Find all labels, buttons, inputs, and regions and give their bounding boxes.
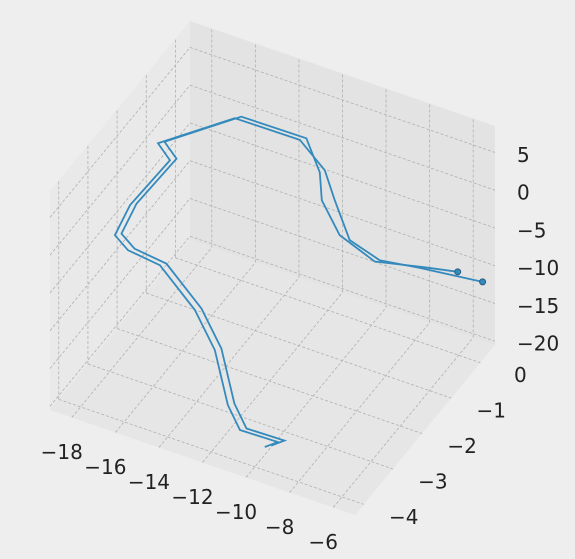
grid-line (49, 160, 191, 331)
z-tick-label: −10 (517, 256, 559, 280)
grid-line (245, 307, 387, 478)
end-marker (479, 278, 487, 286)
x-tick-label: −6 (308, 530, 337, 554)
y-tick-label: −3 (418, 469, 447, 493)
grid-line (189, 198, 496, 304)
back-pane (190, 21, 495, 345)
grid-line (49, 84, 191, 256)
grid-line (202, 292, 343, 463)
end-marker (454, 268, 462, 276)
y-tick-label: −4 (389, 505, 418, 529)
x-tick-label: −14 (128, 470, 170, 494)
z-tick-label: 5 (517, 143, 530, 167)
grid-line (158, 277, 300, 448)
trajectory (113, 117, 483, 448)
grid-line (115, 262, 256, 433)
grid-line (189, 47, 496, 153)
grid-line (146, 292, 452, 399)
y-tick-label: 0 (514, 363, 527, 387)
grid-line (189, 160, 496, 267)
grid-line (49, 198, 191, 369)
grid-line (189, 235, 496, 342)
left-pane (50, 21, 190, 410)
trajectory (120, 115, 458, 447)
x-tick-label: −10 (215, 500, 257, 524)
grid-line (49, 235, 191, 407)
grid-line (49, 47, 191, 218)
grid-line (189, 84, 496, 191)
grid-line (58, 398, 364, 505)
z-tick-label: 0 (517, 181, 530, 205)
grid-line (49, 122, 191, 294)
x-tick-label: −18 (41, 440, 83, 464)
z-tick-label: −15 (517, 294, 559, 318)
grid-line (289, 322, 430, 493)
grid-line (71, 247, 213, 418)
z-tick-label: −20 (517, 332, 559, 356)
grid-line (175, 257, 481, 364)
grid-line (116, 328, 423, 434)
z-tick-label: −5 (517, 218, 546, 242)
x-tick-label: −16 (84, 455, 126, 479)
grid-line (332, 337, 474, 508)
y-tick-label: −1 (477, 399, 506, 423)
x-tick-label: −8 (265, 515, 294, 539)
y-tick-label: −2 (447, 434, 476, 458)
grid-line (189, 122, 496, 229)
x-tick-label: −12 (171, 485, 213, 509)
